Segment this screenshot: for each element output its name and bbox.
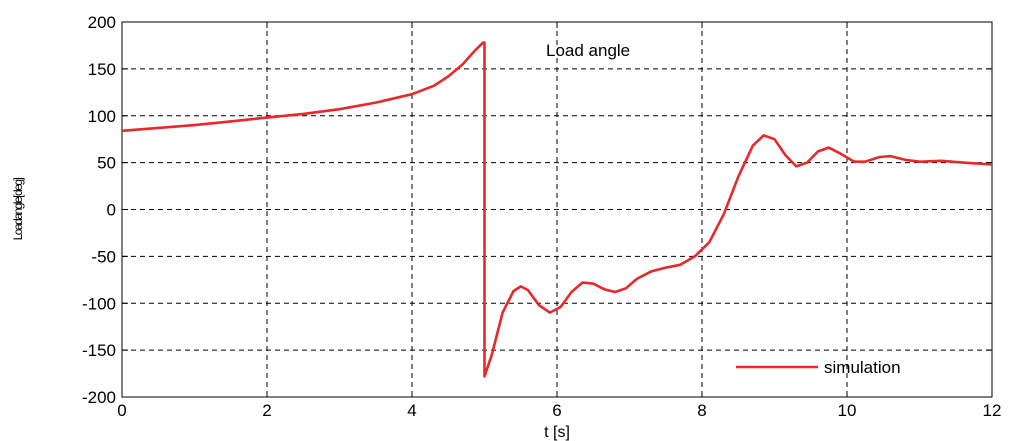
- y-tick-label: 200: [88, 13, 116, 32]
- series-line-simulation: [121, 41, 993, 378]
- y-tick-label: 150: [88, 60, 116, 79]
- y-tick-label: 100: [88, 107, 116, 126]
- y-tick-label: 0: [107, 201, 116, 220]
- x-tick-label: 8: [697, 401, 706, 420]
- x-tick-label: 6: [552, 401, 561, 420]
- series: [121, 41, 993, 378]
- y-tick-label: -150: [82, 341, 116, 360]
- y-axis-label: Loadangle[deg]: [11, 177, 25, 240]
- load-angle-annotation: Load angle: [546, 41, 630, 60]
- x-tick-label: 10: [838, 401, 857, 420]
- x-axis-label: t [s]: [544, 424, 570, 441]
- y-tick-label: -100: [82, 294, 116, 313]
- grid: [122, 22, 992, 397]
- y-tick-label: -200: [82, 388, 116, 407]
- y-tick-label: 50: [97, 154, 116, 173]
- legend-label-simulation: simulation: [824, 358, 901, 377]
- y-tick-label: -50: [91, 247, 116, 266]
- x-tick-label: 0: [117, 401, 126, 420]
- x-tick-label: 2: [262, 401, 271, 420]
- legend: simulation: [736, 358, 901, 377]
- ticks: 0 2 4 6 8 10 12 200 150 100 50 0 -50 -100 -150 -200: [82, 13, 1001, 420]
- x-tick-label: 4: [407, 401, 416, 420]
- x-tick-label: 12: [983, 401, 1002, 420]
